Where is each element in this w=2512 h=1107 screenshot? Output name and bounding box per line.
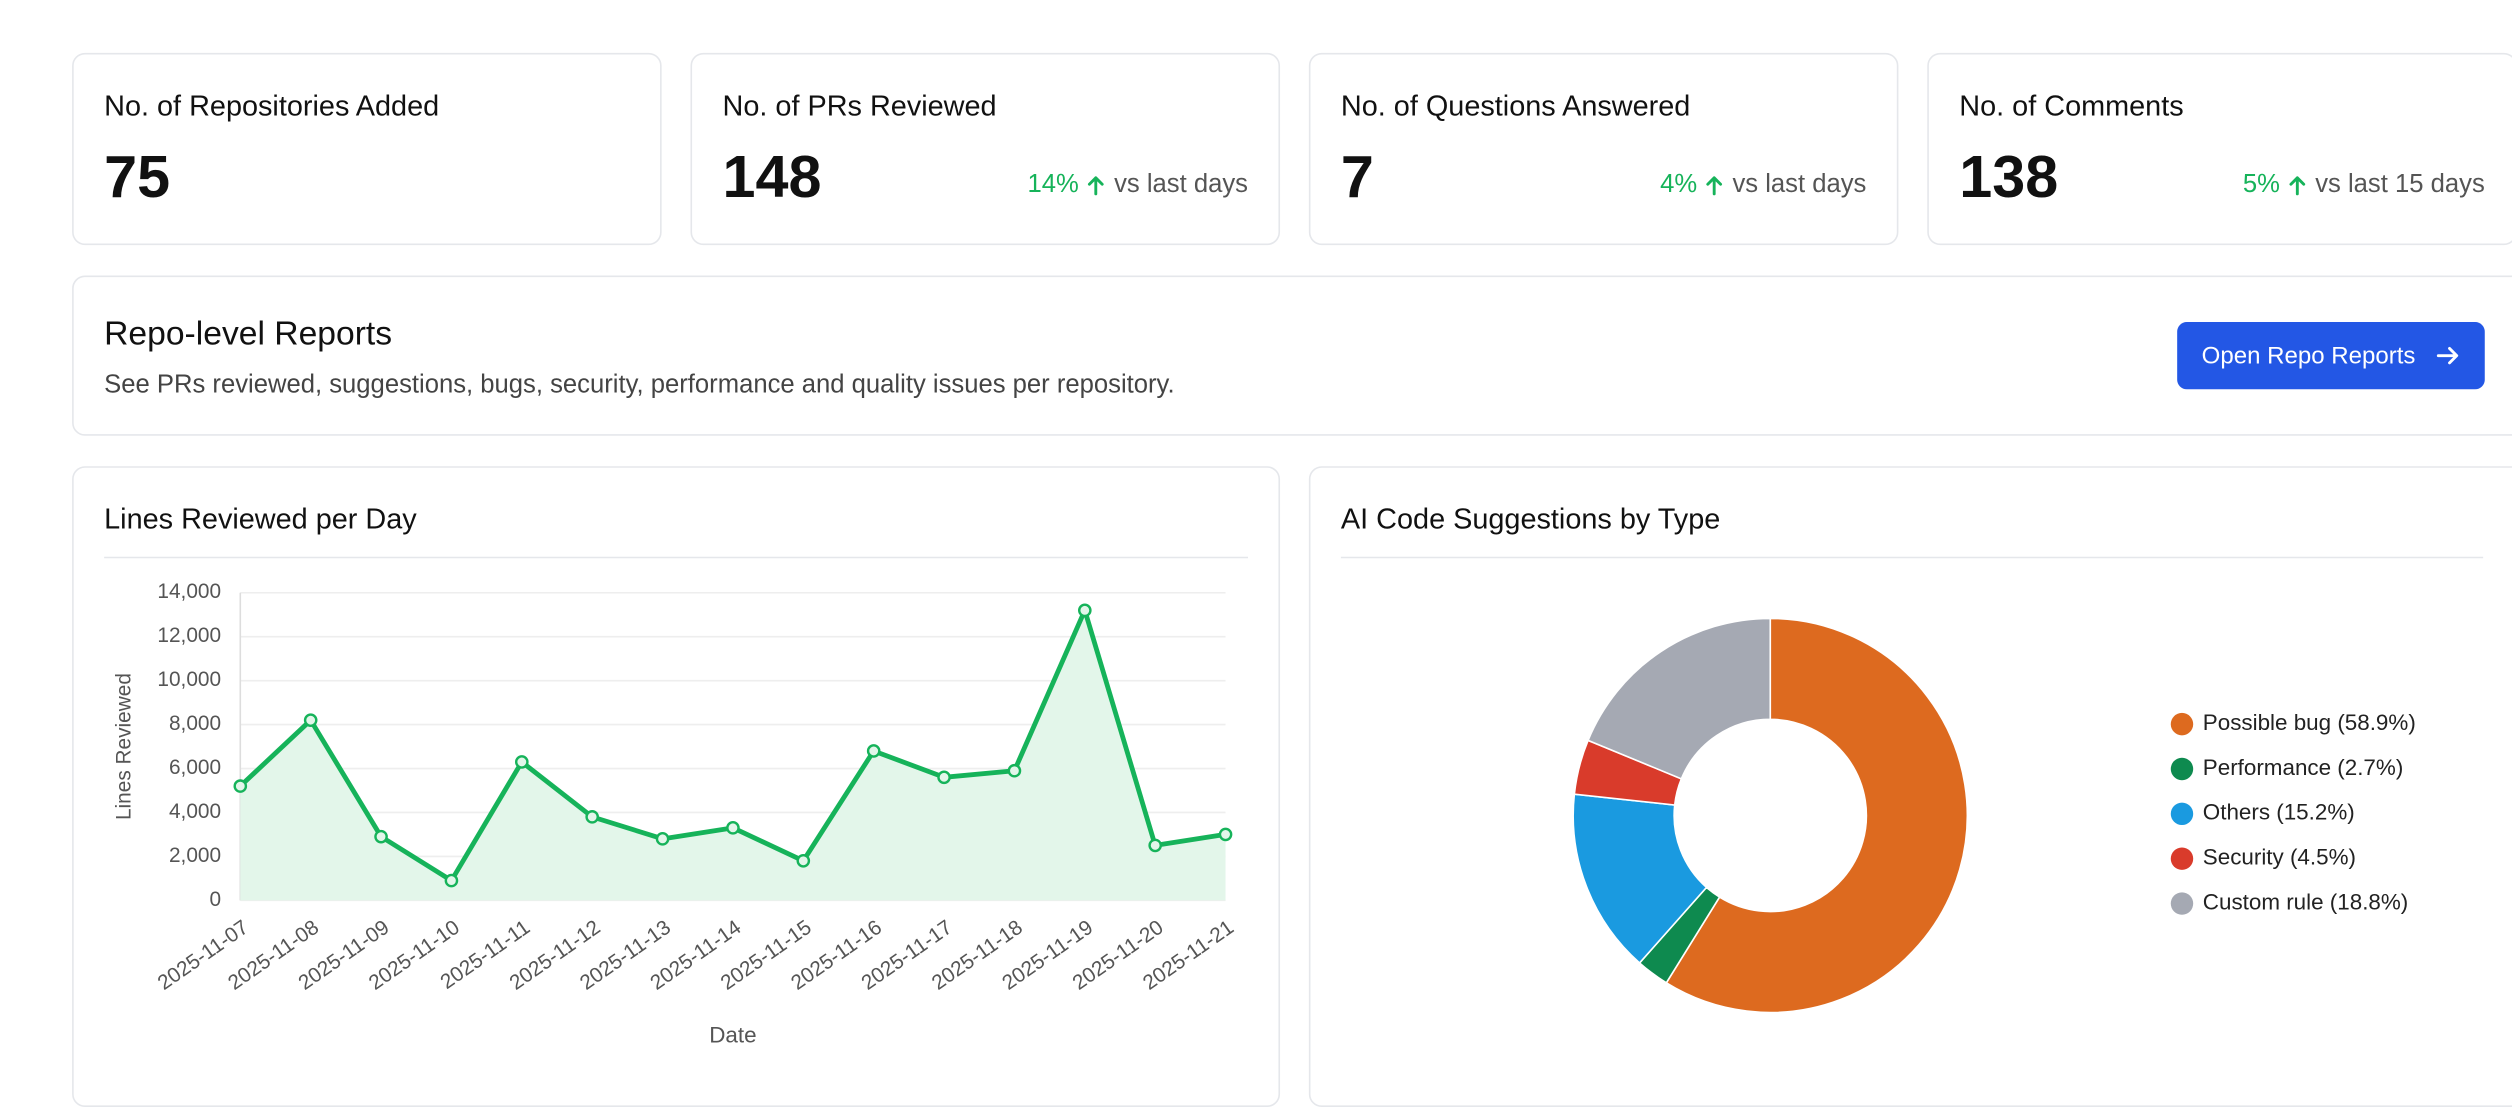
y-tick-label: 10,000 [157, 668, 221, 691]
up-arrow-icon [1088, 176, 1105, 196]
open-repo-reports-button[interactable]: Open Repo Reports [2177, 322, 2485, 390]
stat-value: 148 [722, 144, 822, 210]
data-point [1148, 838, 1162, 853]
stat-value: 138 [1959, 144, 2059, 210]
stat-title: No. of PRs Reviewed [722, 89, 997, 122]
card-title: Repo-level Reports [104, 315, 393, 353]
stat-change: 5% vs last 15 days [2243, 171, 2485, 200]
button-label: Open Repo Reports [2201, 342, 2416, 370]
up-arrow-icon [1706, 176, 1723, 196]
data-point [1218, 827, 1233, 842]
pie-slice [1572, 793, 1708, 965]
legend-swatch [2170, 847, 2194, 870]
arrow [2289, 176, 2306, 196]
y-tick-label: 0 [210, 888, 222, 911]
stat-title: No. of Repositories Added [104, 89, 440, 122]
legend-label: Custom rule (18.8%) [2203, 889, 2408, 914]
line-area [240, 610, 1226, 901]
x-axis-title: Date [709, 1022, 756, 1047]
y-tick-label: 14,000 [157, 580, 221, 603]
stat-card: No. of Repositories Added 75 [72, 52, 662, 246]
legend-label: Possible bug (58.9%) [2203, 710, 2416, 735]
data-point [585, 810, 599, 824]
stat-value: 7 [1340, 144, 1374, 210]
legend-label: Performance (2.7%) [2203, 755, 2404, 780]
stat-title: No. of Questions Answered [1340, 89, 1691, 122]
data-point [726, 821, 740, 835]
y-tick-label: 6,000 [169, 756, 221, 779]
pie-slice [1587, 617, 1772, 780]
data-point [937, 770, 951, 785]
stat-change: 14% vs last days [1028, 171, 1248, 200]
data-point [444, 873, 459, 888]
arrow-icon [2436, 347, 2458, 365]
chart-title: Lines Reviewed per Day [104, 503, 417, 536]
change-percent: 14% [1027, 171, 1079, 199]
change-percent: 5% [2242, 171, 2280, 199]
pie-slice [1665, 617, 1969, 1014]
data-point [1007, 763, 1022, 778]
stat-value: 75 [104, 144, 171, 210]
y-tick-label: 8,000 [169, 712, 221, 735]
y-tick-label: 12,000 [157, 624, 221, 647]
y-axis-title: Lines Reviewed [112, 673, 135, 820]
legend-swatch [2170, 802, 2194, 826]
data-point [796, 853, 811, 868]
page: No. of Repositories Added 75 No. of PRs Re… [72, 52, 2512, 1107]
arrow [1706, 176, 1723, 196]
arrow [1088, 176, 1105, 196]
change-period: vs last 15 days [2315, 171, 2485, 199]
change-percent: 4% [1660, 171, 1698, 199]
data-point [514, 755, 529, 769]
stat-card: No. of Questions Answered 7 4% vs last days [1308, 52, 1899, 246]
change-period: vs last days [1732, 171, 1867, 199]
data-point [303, 713, 318, 727]
legend-swatch [2170, 757, 2194, 781]
y-tick-label: 4,000 [169, 800, 221, 823]
legend-swatch [2170, 712, 2194, 736]
data-point [1078, 603, 1092, 618]
legend-swatch [2170, 892, 2194, 915]
up-arrow-icon [2289, 176, 2306, 196]
data-point [866, 744, 881, 758]
stat-change: 4% vs last days [1660, 171, 1866, 200]
card-description: See PRs reviewed, suggestions, bugs, sec… [104, 371, 1175, 399]
change-period: vs last days [1114, 171, 1248, 199]
data-point [233, 779, 248, 793]
stat-card: No. of PRs Reviewed 148 14% vs last days [690, 52, 1281, 246]
stat-title: No. of Comments [1959, 89, 2184, 122]
chart-title: AI Code Suggestions by Type [1340, 503, 1721, 536]
charts: 02,0004,0006,0008,00010,00012,00014,0002… [104, 556, 2484, 1047]
data-point [374, 829, 388, 844]
repo-reports-card: Repo-level Reports See PRs reviewed, sug… [72, 275, 2512, 436]
legend-label: Others (15.2%) [2203, 800, 2355, 825]
y-tick-label: 2,000 [169, 844, 221, 867]
legend-label: Security (4.5%) [2203, 845, 2356, 870]
data-point [655, 832, 670, 846]
dashboard: No. of Repositories Added 75 No. of PRs Re… [72, 52, 2512, 1107]
stat-card: No. of Comments 138 5% vs last 15 days [1927, 52, 2512, 246]
